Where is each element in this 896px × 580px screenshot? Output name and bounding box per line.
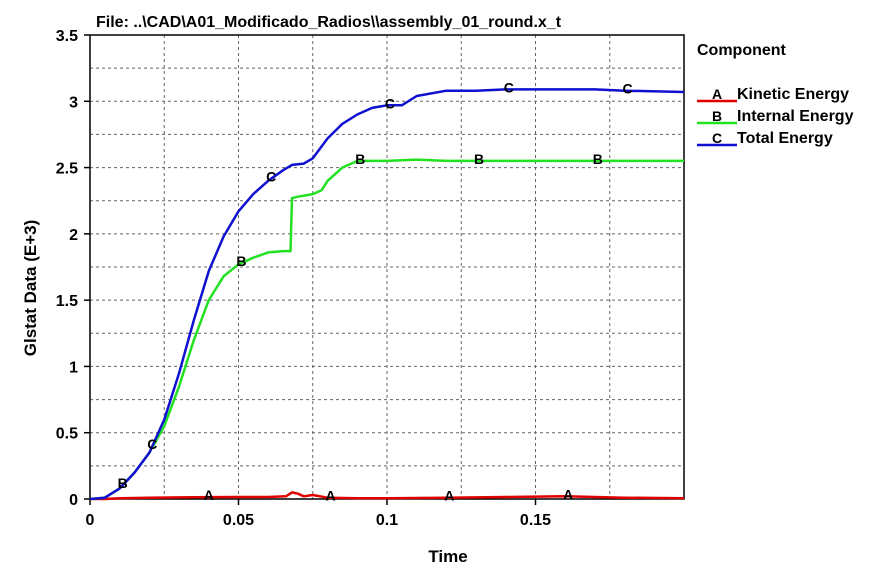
y-tick-label: 1 [69,359,78,376]
series-marker-c: C [504,79,514,95]
series-markers: A A A A B B B B B C C C C C [118,79,633,503]
y-tick-label: 3 [69,94,78,111]
series-lines [89,88,685,501]
series-marker-a: A [326,488,336,504]
x-tick-label: 0.1 [376,512,398,529]
y-tick-label: 2 [69,227,78,244]
series-marker-c: C [623,81,633,97]
legend-marker-b: B [712,108,722,124]
y-tick-label: 2.5 [56,161,78,178]
series-marker-b: B [118,475,128,491]
legend-marker-c: C [712,130,722,146]
series-marker-b: B [474,151,484,167]
series-marker-c: C [266,169,276,185]
y-axis-label: Glstat Data (E+3) [21,220,40,357]
series-marker-c: C [385,95,395,111]
legend-title: Component [697,42,787,59]
legend-label-c: Total Energy [737,130,833,147]
legend-label-a: Kinetic Energy [737,86,849,103]
y-tick-label: 3.5 [56,28,78,45]
x-tick-label: 0 [86,512,95,529]
legend-label-b: Internal Energy [737,108,854,125]
series-line-b [89,158,684,501]
grid [90,35,685,499]
legend: Component A Kinetic Energy B Internal Energ… [697,42,854,147]
series-marker-a: A [563,486,573,502]
x-tick-label: 0.05 [223,512,254,529]
series-line-c [89,88,685,501]
legend-marker-a: A [712,86,722,102]
y-tick-label: 0.5 [56,426,78,443]
y-tick-label: 0 [69,492,78,509]
series-marker-a: A [444,488,454,504]
series-marker-c: C [147,436,157,452]
series-line-a [90,491,685,501]
x-axis-label: Time [428,547,467,566]
chart-title: File: ..\CAD\A01_Modificado_Radios\\asse… [96,14,562,31]
series-marker-b: B [236,253,246,269]
x-tick-label: 0.15 [520,512,551,529]
y-tick-label: 1.5 [56,293,78,310]
series-marker-b: B [355,151,365,167]
series-marker-a: A [204,487,214,503]
series-marker-b: B [593,151,603,167]
axis-ticks: 0 0.05 0.1 0.15 0 0.5 1 1.5 2 2.5 3 3.5 [56,28,551,529]
